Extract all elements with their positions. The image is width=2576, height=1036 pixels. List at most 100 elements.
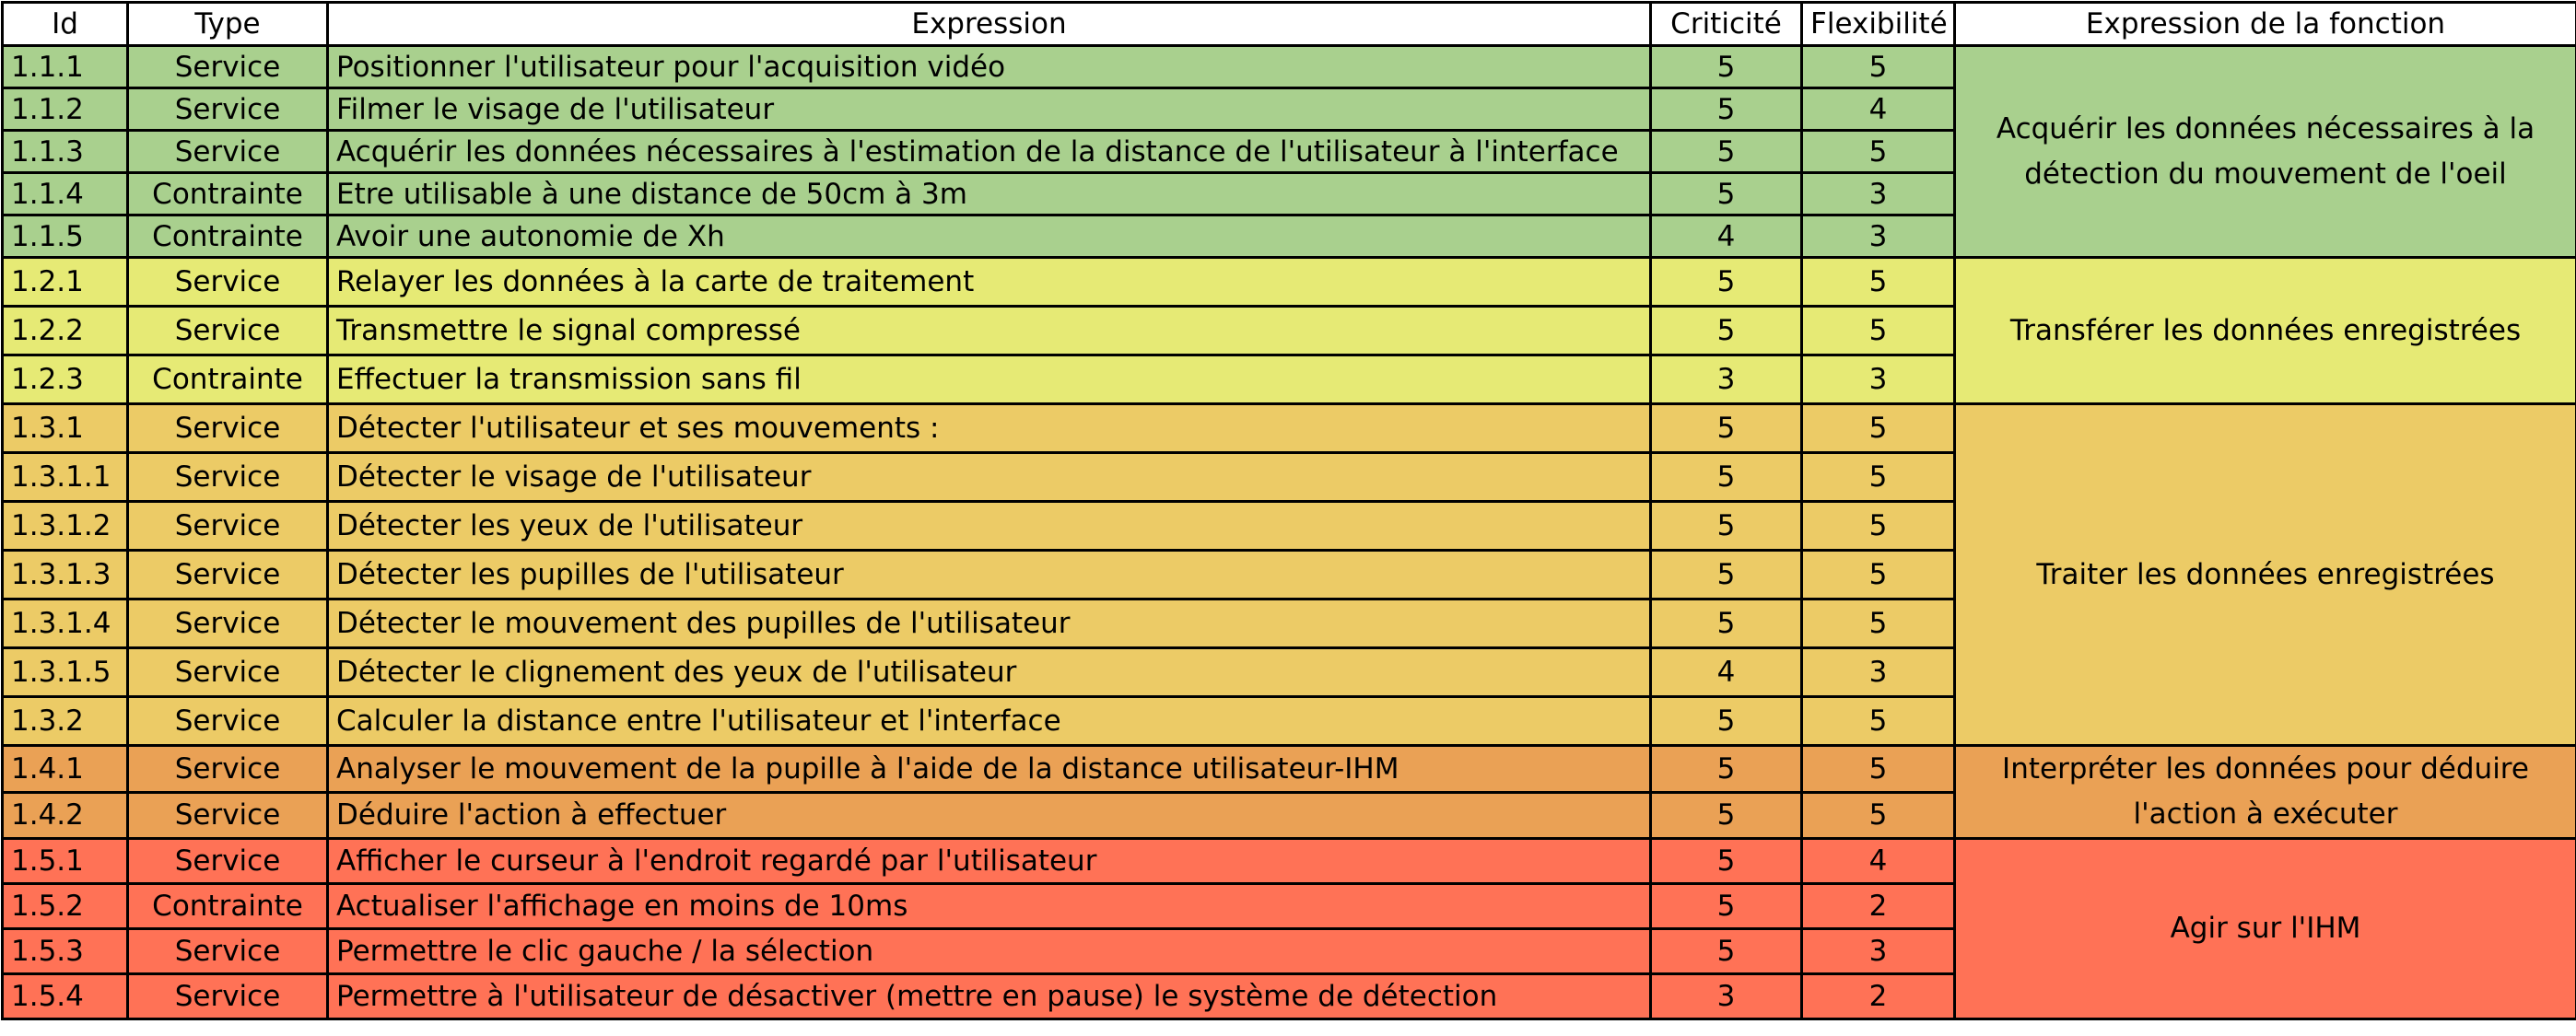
cell-criticite: 5 (1651, 46, 1802, 88)
cell-type: Contrainte (128, 884, 328, 929)
cell-expression: Afficher le curseur à l'endroit regardé … (328, 839, 1651, 884)
cell-id: 1.3.1.2 (3, 502, 128, 551)
header-expression: Expression (328, 3, 1651, 46)
cell-criticite: 5 (1651, 131, 1802, 173)
cell-id: 1.1.2 (3, 88, 128, 131)
cell-id: 1.3.1.1 (3, 453, 128, 502)
cell-expression: Détecter les yeux de l'utilisateur (328, 502, 1651, 551)
cell-id: 1.5.1 (3, 839, 128, 884)
cell-expression: Actualiser l'affichage en moins de 10ms (328, 884, 1651, 929)
cell-type: Contrainte (128, 355, 328, 404)
cell-criticite: 5 (1651, 697, 1802, 746)
cell-flexibilite: 2 (1802, 974, 1955, 1019)
cell-criticite: 5 (1651, 929, 1802, 974)
cell-expression: Acquérir les données nécessaires à l'est… (328, 131, 1651, 173)
cell-id: 1.5.4 (3, 974, 128, 1019)
cell-type: Service (128, 131, 328, 173)
cell-flexibilite: 4 (1802, 88, 1955, 131)
header-flexibilite: Flexibilité (1802, 3, 1955, 46)
cell-flexibilite: 4 (1802, 839, 1955, 884)
cell-id: 1.2.3 (3, 355, 128, 404)
cell-criticite: 5 (1651, 502, 1802, 551)
cell-criticite: 5 (1651, 792, 1802, 839)
cell-type: Service (128, 88, 328, 131)
cell-criticite: 5 (1651, 173, 1802, 215)
cell-flexibilite: 5 (1802, 502, 1955, 551)
cell-flexibilite: 5 (1802, 599, 1955, 648)
header-criticite: Criticité (1651, 3, 1802, 46)
cell-function-group: Acquérir les données nécessaires à la dé… (1955, 46, 2576, 258)
cell-criticite: 5 (1651, 839, 1802, 884)
cell-expression: Etre utilisable à une distance de 50cm à… (328, 173, 1651, 215)
cell-function-group: Traiter les données enregistrées (1955, 404, 2576, 746)
cell-flexibilite: 5 (1802, 746, 1955, 793)
cell-id: 1.3.1.4 (3, 599, 128, 648)
cell-criticite: 3 (1651, 355, 1802, 404)
cell-criticite: 5 (1651, 453, 1802, 502)
cell-criticite: 5 (1651, 746, 1802, 793)
cell-expression: Effectuer la transmission sans fil (328, 355, 1651, 404)
cell-flexibilite: 5 (1802, 792, 1955, 839)
cell-id: 1.1.5 (3, 215, 128, 258)
cell-function-group: Interpréter les données pour déduire l'a… (1955, 746, 2576, 839)
cell-id: 1.2.2 (3, 307, 128, 355)
cell-flexibilite: 5 (1802, 697, 1955, 746)
cell-criticite: 4 (1651, 215, 1802, 258)
cell-id: 1.4.1 (3, 746, 128, 793)
cell-id: 1.1.1 (3, 46, 128, 88)
cell-criticite: 5 (1651, 404, 1802, 453)
cell-criticite: 5 (1651, 307, 1802, 355)
cell-type: Service (128, 746, 328, 793)
cell-id: 1.5.2 (3, 884, 128, 929)
cell-type: Service (128, 974, 328, 1019)
cell-expression: Détecter le mouvement des pupilles de l'… (328, 599, 1651, 648)
cell-id: 1.3.2 (3, 697, 128, 746)
cell-id: 1.4.2 (3, 792, 128, 839)
cell-expression: Détecter les pupilles de l'utilisateur (328, 551, 1651, 599)
cell-type: Service (128, 551, 328, 599)
cell-flexibilite: 2 (1802, 884, 1955, 929)
cell-expression: Positionner l'utilisateur pour l'acquisi… (328, 46, 1651, 88)
header-id: Id (3, 3, 128, 46)
cell-type: Service (128, 502, 328, 551)
cell-expression: Déduire l'action à effectuer (328, 792, 1651, 839)
cell-flexibilite: 5 (1802, 404, 1955, 453)
cell-flexibilite: 3 (1802, 215, 1955, 258)
cell-id: 1.5.3 (3, 929, 128, 974)
cell-criticite: 4 (1651, 648, 1802, 697)
cell-flexibilite: 3 (1802, 173, 1955, 215)
cell-type: Service (128, 307, 328, 355)
cell-type: Service (128, 453, 328, 502)
cell-expression: Transmettre le signal compressé (328, 307, 1651, 355)
cell-function-group: Agir sur l'IHM (1955, 839, 2576, 1019)
header-type: Type (128, 3, 328, 46)
cell-id: 1.3.1.3 (3, 551, 128, 599)
cell-flexibilite: 3 (1802, 355, 1955, 404)
cell-expression: Détecter l'utilisateur et ses mouvements… (328, 404, 1651, 453)
cell-expression: Analyser le mouvement de la pupille à l'… (328, 746, 1651, 793)
cell-criticite: 5 (1651, 551, 1802, 599)
cell-flexibilite: 3 (1802, 648, 1955, 697)
cell-expression: Permettre le clic gauche / la sélection (328, 929, 1651, 974)
cell-type: Service (128, 839, 328, 884)
cell-id: 1.3.1.5 (3, 648, 128, 697)
cell-expression: Filmer le visage de l'utilisateur (328, 88, 1651, 131)
cell-type: Service (128, 404, 328, 453)
cell-type: Contrainte (128, 173, 328, 215)
cell-function-group: Transférer les données enregistrées (1955, 258, 2576, 404)
cell-expression: Détecter le clignement des yeux de l'uti… (328, 648, 1651, 697)
cell-id: 1.1.4 (3, 173, 128, 215)
cell-expression: Relayer les données à la carte de traite… (328, 258, 1651, 307)
cell-flexibilite: 5 (1802, 46, 1955, 88)
cell-criticite: 5 (1651, 258, 1802, 307)
cell-id: 1.2.1 (3, 258, 128, 307)
header-function: Expression de la fonction (1955, 3, 2576, 46)
cell-type: Service (128, 697, 328, 746)
cell-flexibilite: 5 (1802, 131, 1955, 173)
cell-expression: Permettre à l'utilisateur de désactiver … (328, 974, 1651, 1019)
